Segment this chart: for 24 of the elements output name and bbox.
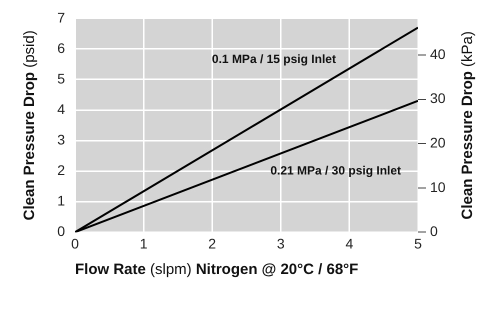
x-tick-label: 4 (346, 235, 354, 252)
y2-tick-label: 0 (430, 223, 438, 240)
y2-tick-label: 20 (430, 134, 446, 150)
y2-tick-label: 10 (430, 178, 446, 195)
y-tick-label: 0 (57, 223, 66, 240)
series-label: 0.21 MPa / 30 psig Inlet (270, 163, 402, 178)
y2-axis-title: Clean Pressure Drop (kPa) (459, 31, 476, 220)
x-tick-label: 1 (140, 235, 148, 252)
x-tick-label: 5 (414, 235, 422, 252)
y2-tick-label: 40 (430, 46, 446, 62)
x-axis-title: Flow Rate (slpm) Nitrogen @ 20°C / 68°F (75, 261, 358, 278)
series-label: 0.1 MPa / 15 psig Inlet (212, 52, 336, 66)
y-tick-label: 6 (57, 40, 66, 56)
y-tick-label: 5 (57, 70, 66, 86)
y-tick-label: 7 (57, 9, 66, 26)
y-tick-label: 1 (57, 192, 66, 209)
y2-tick-label: 30 (430, 90, 446, 106)
y-tick-label: 4 (57, 100, 66, 117)
y-tick-label: 2 (57, 162, 66, 178)
y-axis-title: Clean Pressure Drop (psid) (21, 30, 38, 220)
x-tick-label: 2 (208, 235, 216, 252)
x-tick-label: 3 (276, 235, 285, 252)
y-tick-label: 3 (57, 131, 66, 148)
x-tick-label: 0 (71, 235, 80, 252)
